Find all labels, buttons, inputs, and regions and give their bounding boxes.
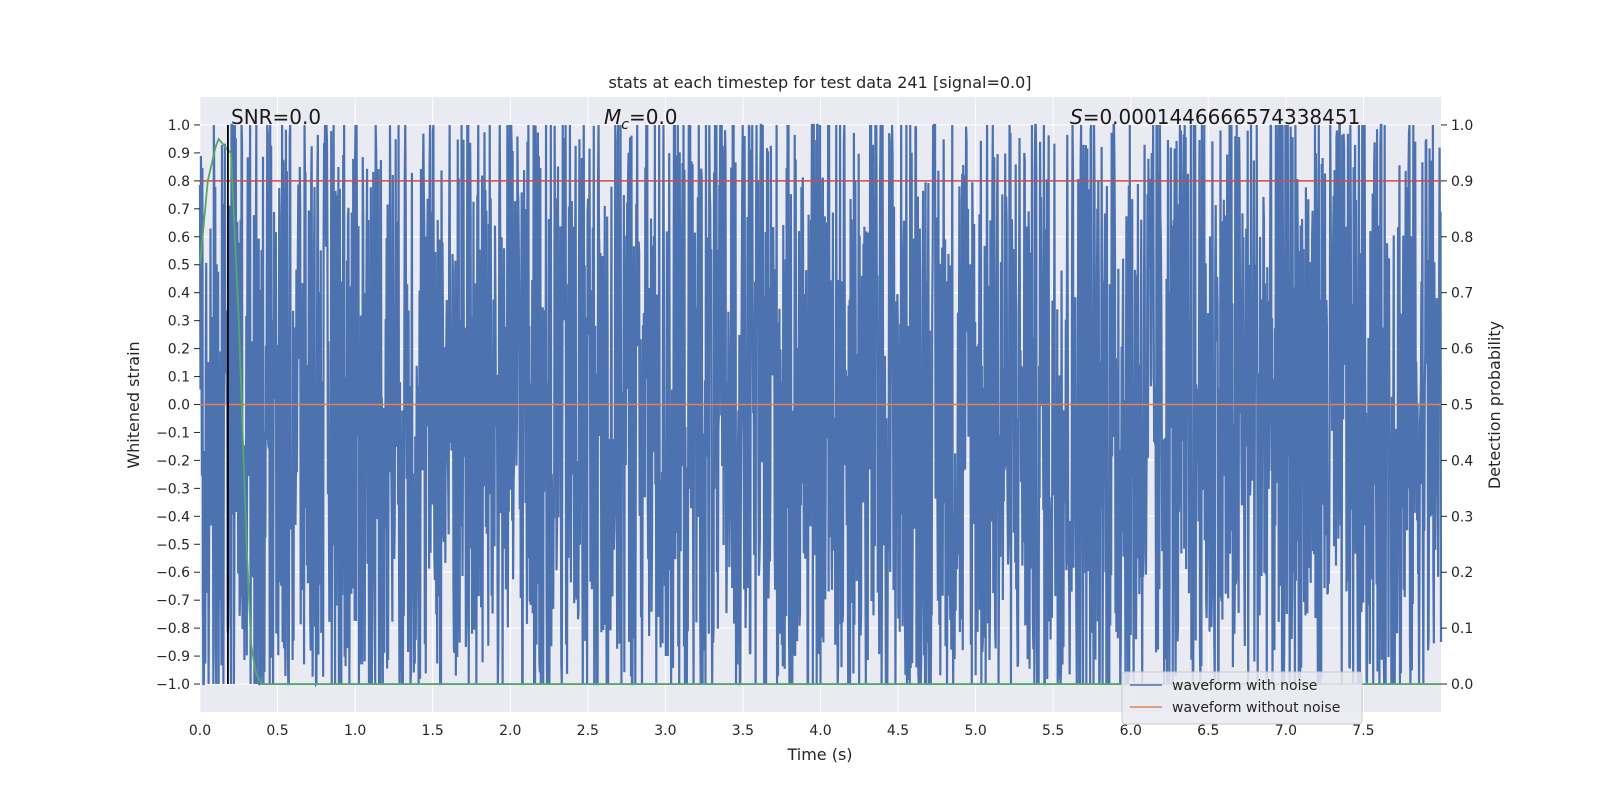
y2-tick-label-6: 0.4 bbox=[1451, 453, 1473, 469]
mc-annotation: Mc=0.0 bbox=[604, 105, 678, 133]
s-value: =0.0001446666574338451 bbox=[1083, 105, 1361, 129]
y-tick-label-0: 1.0 bbox=[168, 118, 190, 134]
x-tick-label-12: 6.0 bbox=[1120, 723, 1142, 739]
x-tick-label-15: 7.5 bbox=[1352, 723, 1374, 739]
y2-tick-label-0: 1.0 bbox=[1451, 118, 1473, 134]
x-tick-label-13: 6.5 bbox=[1197, 723, 1219, 739]
y2-tick-label-1: 0.9 bbox=[1451, 174, 1473, 190]
y-tick-label-2: 0.8 bbox=[168, 174, 190, 190]
y-tick-label-14: −0.4 bbox=[156, 509, 190, 525]
x-tick-label-5: 2.5 bbox=[577, 723, 599, 739]
overlay-lines bbox=[199, 124, 1441, 685]
x-tick-label-10: 5.0 bbox=[964, 723, 986, 739]
x-tick-label-3: 1.5 bbox=[422, 723, 444, 739]
y-tick-label-10: 0.0 bbox=[168, 398, 190, 414]
legend-label-noise: waveform with noise bbox=[1172, 678, 1317, 694]
x-tick-label-7: 3.5 bbox=[732, 723, 754, 739]
x-tick-label-14: 7.0 bbox=[1275, 723, 1297, 739]
legend: waveform with noise waveform without noi… bbox=[1121, 671, 1363, 725]
x-tick-label-1: 0.5 bbox=[266, 723, 288, 739]
x-tick-label-9: 4.5 bbox=[887, 723, 909, 739]
y-tick-label-17: −0.7 bbox=[156, 593, 190, 609]
y2-tick-label-8: 0.2 bbox=[1451, 565, 1473, 581]
y2-tick-label-7: 0.3 bbox=[1451, 509, 1473, 525]
y-tick-label-5: 0.5 bbox=[168, 258, 190, 274]
x-tick-label-0: 0.0 bbox=[189, 723, 211, 739]
y2-tick-label-3: 0.7 bbox=[1451, 286, 1473, 302]
snr-annotation: SNR=0.0 bbox=[231, 105, 321, 129]
y-tick-label-4: 0.6 bbox=[168, 230, 190, 246]
y2-tick-label-4: 0.6 bbox=[1451, 342, 1473, 358]
y2-tick-label-10: 0.0 bbox=[1451, 677, 1473, 693]
y-tick-label-12: −0.2 bbox=[156, 453, 190, 469]
legend-label-clean: waveform without noise bbox=[1172, 700, 1340, 716]
y-tick-label-9: 0.1 bbox=[168, 370, 190, 386]
x-tick-label-4: 2.0 bbox=[499, 723, 521, 739]
x-tick-label-6: 3.0 bbox=[654, 723, 676, 739]
x-tick-label-8: 4.0 bbox=[809, 723, 831, 739]
y-tick-label-15: −0.5 bbox=[156, 537, 190, 553]
detection-probability-line bbox=[199, 137, 1441, 685]
y-axis-left: 1.0 0.9 0.8 0.7 0.6 0.5 0.4 0.3 0.2 0.1 0.0 −0.1 −0.… bbox=[156, 118, 200, 693]
mc-symbol: M bbox=[604, 105, 621, 129]
chart-title: stats at each timestep for test data 241… bbox=[608, 73, 1031, 92]
y-tick-label-7: 0.3 bbox=[168, 314, 190, 330]
y-tick-label-13: −0.3 bbox=[156, 481, 190, 497]
y2-tick-label-5: 0.5 bbox=[1451, 398, 1473, 414]
y-tick-label-6: 0.4 bbox=[168, 286, 190, 302]
y2-axis-label: Detection probability bbox=[1485, 321, 1504, 489]
y-tick-label-16: −0.6 bbox=[156, 565, 190, 581]
x-tick-label-11: 5.5 bbox=[1042, 723, 1064, 739]
x-axis-label: Time (s) bbox=[786, 745, 852, 764]
y-tick-label-1: 0.9 bbox=[168, 146, 190, 162]
legend-box bbox=[1121, 671, 1363, 725]
s-annotation: S=0.0001446666574338451 bbox=[1070, 105, 1360, 129]
y-tick-label-20: −1.0 bbox=[156, 677, 190, 693]
x-axis: 0.0 0.5 1.0 1.5 2.0 2.5 3.0 3.5 4.0 4.5 5.0 5.5 6.0 6… bbox=[189, 723, 1375, 739]
y-tick-label-11: −0.1 bbox=[156, 425, 190, 441]
y-tick-label-8: 0.2 bbox=[168, 342, 190, 358]
y-axis-label: Whitened strain bbox=[124, 341, 143, 468]
y-tick-label-18: −0.8 bbox=[156, 621, 190, 637]
y2-tick-label-9: 0.1 bbox=[1451, 621, 1473, 637]
y-axis-right: 1.0 0.9 0.8 0.7 0.6 0.5 0.4 0.3 0.2 0.1 0.0 bbox=[1441, 118, 1473, 693]
y-tick-label-19: −0.9 bbox=[156, 649, 190, 665]
y2-tick-label-2: 0.8 bbox=[1451, 230, 1473, 246]
y-tick-label-3: 0.7 bbox=[168, 202, 190, 218]
x-tick-label-2: 1.0 bbox=[344, 723, 366, 739]
mc-subscript: c bbox=[621, 117, 629, 133]
mc-value: =0.0 bbox=[629, 105, 678, 129]
s-symbol: S bbox=[1070, 105, 1083, 129]
